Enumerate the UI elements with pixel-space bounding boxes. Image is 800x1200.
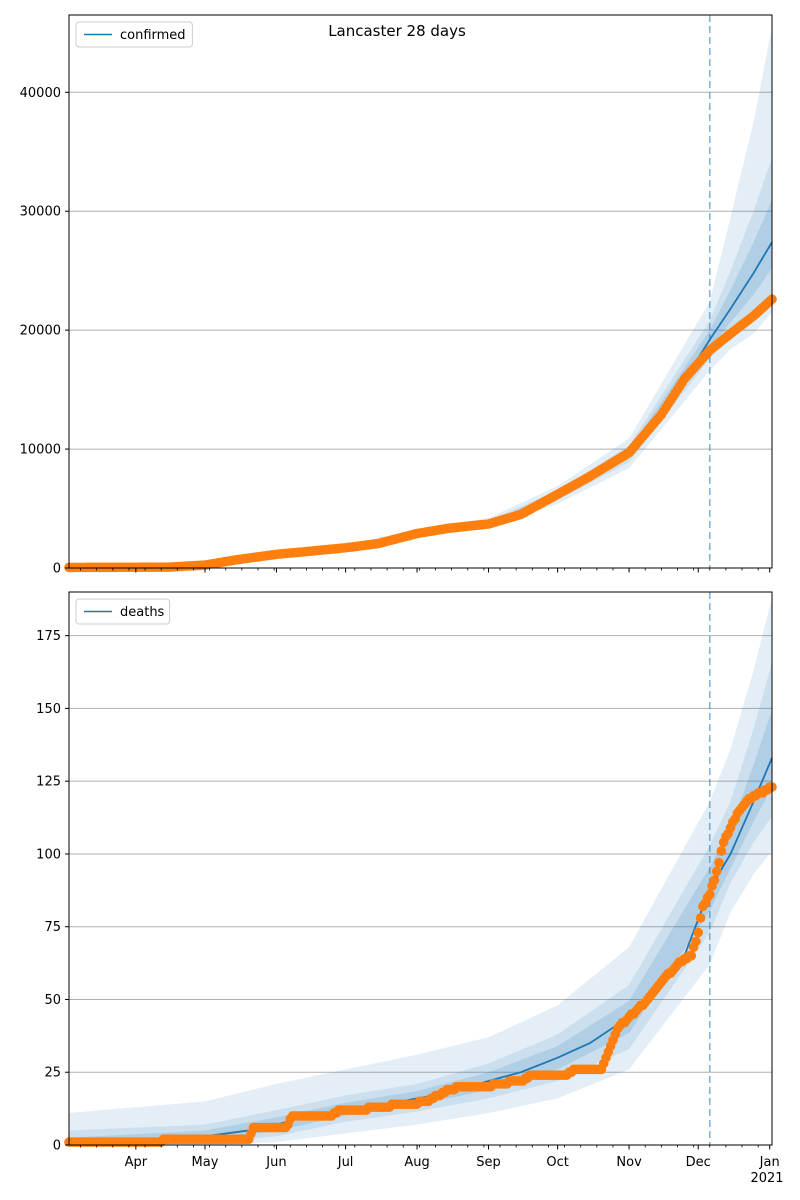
deaths-uncertainty-bands (69, 597, 772, 1145)
deaths-gridlines (69, 635, 772, 1073)
x-tick-label: Dec (686, 1155, 711, 1170)
figure-title: Lancaster 28 days (328, 22, 466, 40)
x-tick-label: Apr (125, 1155, 148, 1170)
x-tick-label: Aug (404, 1155, 429, 1170)
deaths-band-middle (69, 661, 772, 1145)
x-tick-label: Sep (476, 1155, 501, 1170)
deaths-y-tick-label: 150 (36, 702, 61, 717)
x-tick-label: Jul (337, 1155, 354, 1170)
deaths-y-tick-label: 50 (44, 993, 61, 1008)
confirmed-legend-box (75, 21, 193, 48)
deaths-observed-point (714, 857, 724, 868)
confirmed-legend: confirmed (75, 21, 193, 48)
deaths-legend: deaths (75, 598, 171, 625)
confirmed-observed-points (64, 294, 777, 573)
confirmed-axes-frame (68, 14, 773, 569)
confirmed-legend-label: confirmed (120, 28, 186, 43)
deaths-x-axis: Apr May Jun Jul Aug Sep Oct Nov Dec Jan (80, 1145, 780, 1170)
x-tick-label: May (192, 1155, 219, 1170)
deaths-observed-point (686, 951, 697, 961)
confirmed-y-axis: 0 10000 20000 30000 40000 (20, 86, 69, 577)
x-tick-label: Jun (265, 1155, 286, 1170)
deaths-band-outer (69, 597, 772, 1145)
deaths-observed-point (711, 866, 722, 877)
confirmed-gridlines (69, 91, 772, 450)
deaths-y-tick-label: 100 (36, 847, 61, 862)
deaths-observed-point (693, 927, 704, 938)
deaths-observed-point (709, 875, 720, 885)
x-axis-year-label: 2021 (750, 1171, 783, 1186)
deaths-y-tick-label: 75 (44, 920, 61, 935)
deaths-panel: 0 25 50 75 100 125 150 175 Apr May Jun Jul Aug Sep Oc… (36, 591, 784, 1186)
confirmed-panel: 0 10000 20000 30000 40000 confirmed Lancaste… (20, 14, 777, 577)
deaths-y-tick-label: 25 (44, 1066, 61, 1081)
deaths-observed-point (695, 913, 706, 923)
confirmed-y-tick-label: 40000 (20, 86, 61, 101)
confirmed-y-tick-label: 30000 (20, 205, 61, 220)
deaths-y-tick-label: 0 (53, 1139, 61, 1154)
confirmed-y-tick-label: 20000 (20, 324, 61, 339)
x-tick-label: Jan (759, 1155, 780, 1170)
deaths-observed-point (716, 846, 727, 856)
deaths-band-inner (69, 709, 772, 1145)
confirmed-y-tick-label: 10000 (20, 443, 61, 458)
deaths-observed-point (691, 936, 701, 947)
confirmed-y-tick-label: 0 (53, 562, 61, 577)
deaths-axes-frame (68, 591, 773, 1146)
deaths-y-axis: 0 25 50 75 100 125 150 175 (36, 629, 69, 1154)
deaths-observed-point (704, 889, 715, 900)
deaths-y-tick-label: 125 (36, 775, 61, 790)
deaths-legend-label: deaths (120, 605, 165, 620)
deaths-legend-box (75, 598, 171, 625)
deaths-observed-points (64, 782, 777, 1147)
x-tick-label: Oct (546, 1155, 568, 1170)
deaths-y-tick-label: 175 (36, 629, 61, 644)
confirmed-x-ticks (80, 568, 771, 573)
x-tick-label: Nov (616, 1155, 642, 1170)
